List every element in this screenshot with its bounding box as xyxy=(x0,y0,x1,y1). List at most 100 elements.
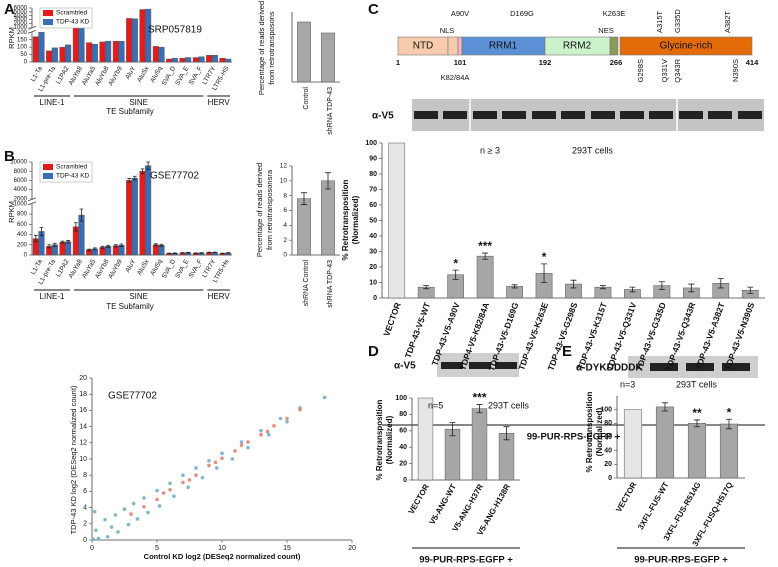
x-tick-label: shRNA TDP-43 xyxy=(327,260,334,308)
bar xyxy=(417,397,434,481)
y-tick-label: 20 xyxy=(79,375,87,382)
y-axis-label: (Normalized) xyxy=(385,415,394,464)
point xyxy=(230,457,235,461)
legend-label: TDP-43 KD xyxy=(56,19,90,26)
bar xyxy=(219,58,226,63)
y-tick-label: 1000 xyxy=(14,201,28,207)
x-tick-label: 10 xyxy=(218,545,226,552)
point xyxy=(278,416,283,421)
bar xyxy=(498,433,515,481)
point xyxy=(113,513,118,517)
domain-box xyxy=(447,36,459,56)
y-tick-label: 0 xyxy=(83,537,87,544)
blot-band xyxy=(591,111,615,119)
blot-label: α-DYKDDDDK xyxy=(576,363,643,374)
y-tick-label: 30 xyxy=(369,248,377,255)
domain-label: NLS xyxy=(440,26,455,35)
significance-label: * xyxy=(453,256,458,270)
point xyxy=(207,463,211,468)
y-tick-label: 40 xyxy=(369,233,377,240)
bar xyxy=(51,47,58,63)
panel-label: E xyxy=(562,343,572,360)
domain-label: RRM2 xyxy=(563,41,592,52)
bar xyxy=(46,50,53,63)
blot-band xyxy=(738,111,762,119)
y-tick-label: 2000 xyxy=(14,196,28,202)
bar xyxy=(131,177,138,256)
point xyxy=(200,475,205,480)
y-tick-label: 150 xyxy=(17,37,28,43)
point xyxy=(322,395,327,400)
mutation-label: A315T xyxy=(655,10,664,33)
x-axis-label: TE Subfamily xyxy=(106,107,154,116)
bar xyxy=(476,255,494,299)
bar xyxy=(65,241,72,256)
y-tick-label: 10 xyxy=(79,456,87,463)
bar xyxy=(126,18,133,63)
error-bar xyxy=(186,252,190,254)
annotation: 293T cells xyxy=(676,379,717,389)
panel-label: B xyxy=(4,148,15,165)
position-label: 192 xyxy=(539,58,552,67)
point xyxy=(181,473,185,478)
y-axis-label: Percentage of reads derived xyxy=(255,163,264,257)
point xyxy=(146,510,150,515)
bar xyxy=(59,46,66,63)
point xyxy=(233,449,237,453)
bar xyxy=(655,406,675,479)
x-tick-label: 20 xyxy=(348,545,356,552)
y-tick-label: 6000 xyxy=(14,178,28,184)
bar xyxy=(211,55,218,63)
legend-swatch xyxy=(43,10,53,16)
bar xyxy=(471,408,488,481)
y-tick-label: 6 xyxy=(83,488,87,495)
blot-band xyxy=(473,111,497,119)
bar xyxy=(152,46,159,63)
bar xyxy=(321,32,335,83)
bar xyxy=(444,428,461,481)
legend-label: TDP-43 KD xyxy=(56,173,90,180)
y-tick-label: 0 xyxy=(24,253,28,259)
y-tick-label: 200 xyxy=(17,30,28,36)
y-axis-label: from retrotransposonsra xyxy=(265,169,274,250)
mutation-label: Q331V xyxy=(660,59,669,82)
error-bar xyxy=(511,284,518,289)
domain-map: NTD NLS RRM1 RRM2 NES Glycine-rich 1 101… xyxy=(396,9,759,83)
bar xyxy=(38,32,45,63)
y-tick-label: 12 xyxy=(79,440,87,447)
point xyxy=(131,501,136,506)
point xyxy=(91,537,96,541)
blot-band xyxy=(469,362,491,369)
mutation-label: A90V xyxy=(451,9,469,18)
y-tick-label: 600 xyxy=(17,222,28,228)
panel-label: D xyxy=(368,343,379,360)
bar xyxy=(623,409,643,479)
error-bar xyxy=(541,263,548,283)
y-axis-label: TDP-43 KD log2 (DESeq2 normalized count) xyxy=(69,385,78,534)
error-bar xyxy=(199,252,204,254)
blot-band xyxy=(650,363,678,371)
bar xyxy=(206,55,213,63)
bar xyxy=(65,44,72,63)
error-bar xyxy=(212,251,217,254)
error-bar xyxy=(503,426,510,441)
error-bar xyxy=(167,252,172,255)
point xyxy=(122,507,127,512)
y-axis-label: RPKM xyxy=(7,27,16,49)
point xyxy=(168,481,172,486)
blot-band xyxy=(495,362,517,369)
point xyxy=(239,443,244,448)
y-tick-label: 2 xyxy=(283,237,287,244)
error-bar xyxy=(66,240,70,244)
y-tick-label: 8 xyxy=(83,472,87,479)
significance-label: * xyxy=(542,250,547,264)
point xyxy=(155,488,159,493)
error-bar xyxy=(423,285,430,290)
x-tick-label: shRNA Control xyxy=(303,260,310,307)
y-tick-label: 50 xyxy=(20,52,27,58)
y-tick-label: 50 xyxy=(369,217,377,224)
significance-label: *** xyxy=(472,391,486,405)
error-bar xyxy=(482,252,489,260)
y-tick-label: 12 xyxy=(280,163,288,170)
legend-swatch xyxy=(43,173,53,179)
